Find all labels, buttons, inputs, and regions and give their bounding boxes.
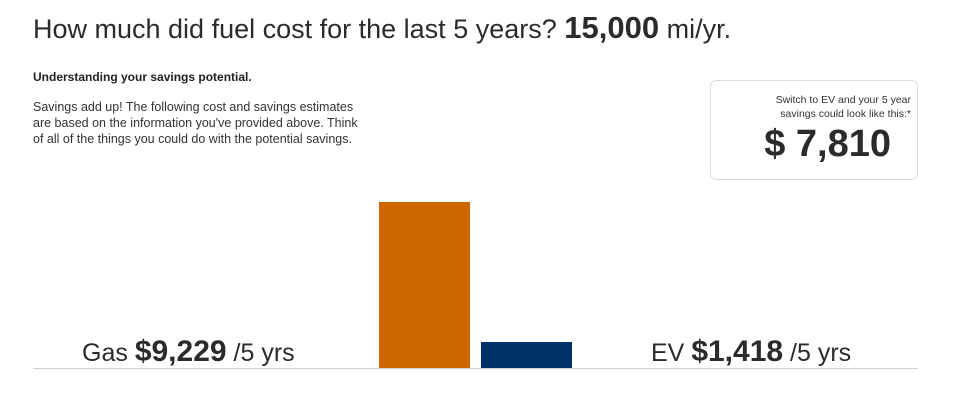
savings-amount: $ 7,810: [764, 123, 891, 165]
gas-prefix: Gas: [82, 339, 128, 367]
ev-period: /5 yrs: [790, 339, 852, 367]
page-title: How much did fuel cost for the last 5 ye…: [33, 10, 731, 46]
savings-card: Switch to EV and your 5 year savings cou…: [710, 80, 918, 180]
gas-cost-label: Gas $9,229 /5 yrs: [82, 335, 295, 369]
savings-heading: Understanding your savings potential.: [33, 70, 252, 84]
ev-cost-bar: [481, 342, 572, 368]
gas-cost-value: $9,229: [134, 335, 227, 368]
annual-miles-unit: mi/yr.: [666, 14, 732, 44]
ev-cost-label: EV $1,418 /5 yrs: [651, 335, 851, 369]
ev-cost-value: $1,418: [691, 335, 784, 368]
gas-cost-bar: [379, 202, 470, 368]
ev-prefix: EV: [651, 339, 685, 367]
savings-note: Switch to EV and your 5 year savings cou…: [775, 94, 911, 120]
annual-miles-value: 15,000: [564, 10, 660, 45]
headline-question: How much did fuel cost for the last 5 ye…: [33, 14, 557, 44]
savings-description: Savings add up! The following cost and s…: [33, 100, 358, 146]
cost-comparison-chart: [33, 202, 918, 369]
gas-period: /5 yrs: [233, 339, 295, 367]
